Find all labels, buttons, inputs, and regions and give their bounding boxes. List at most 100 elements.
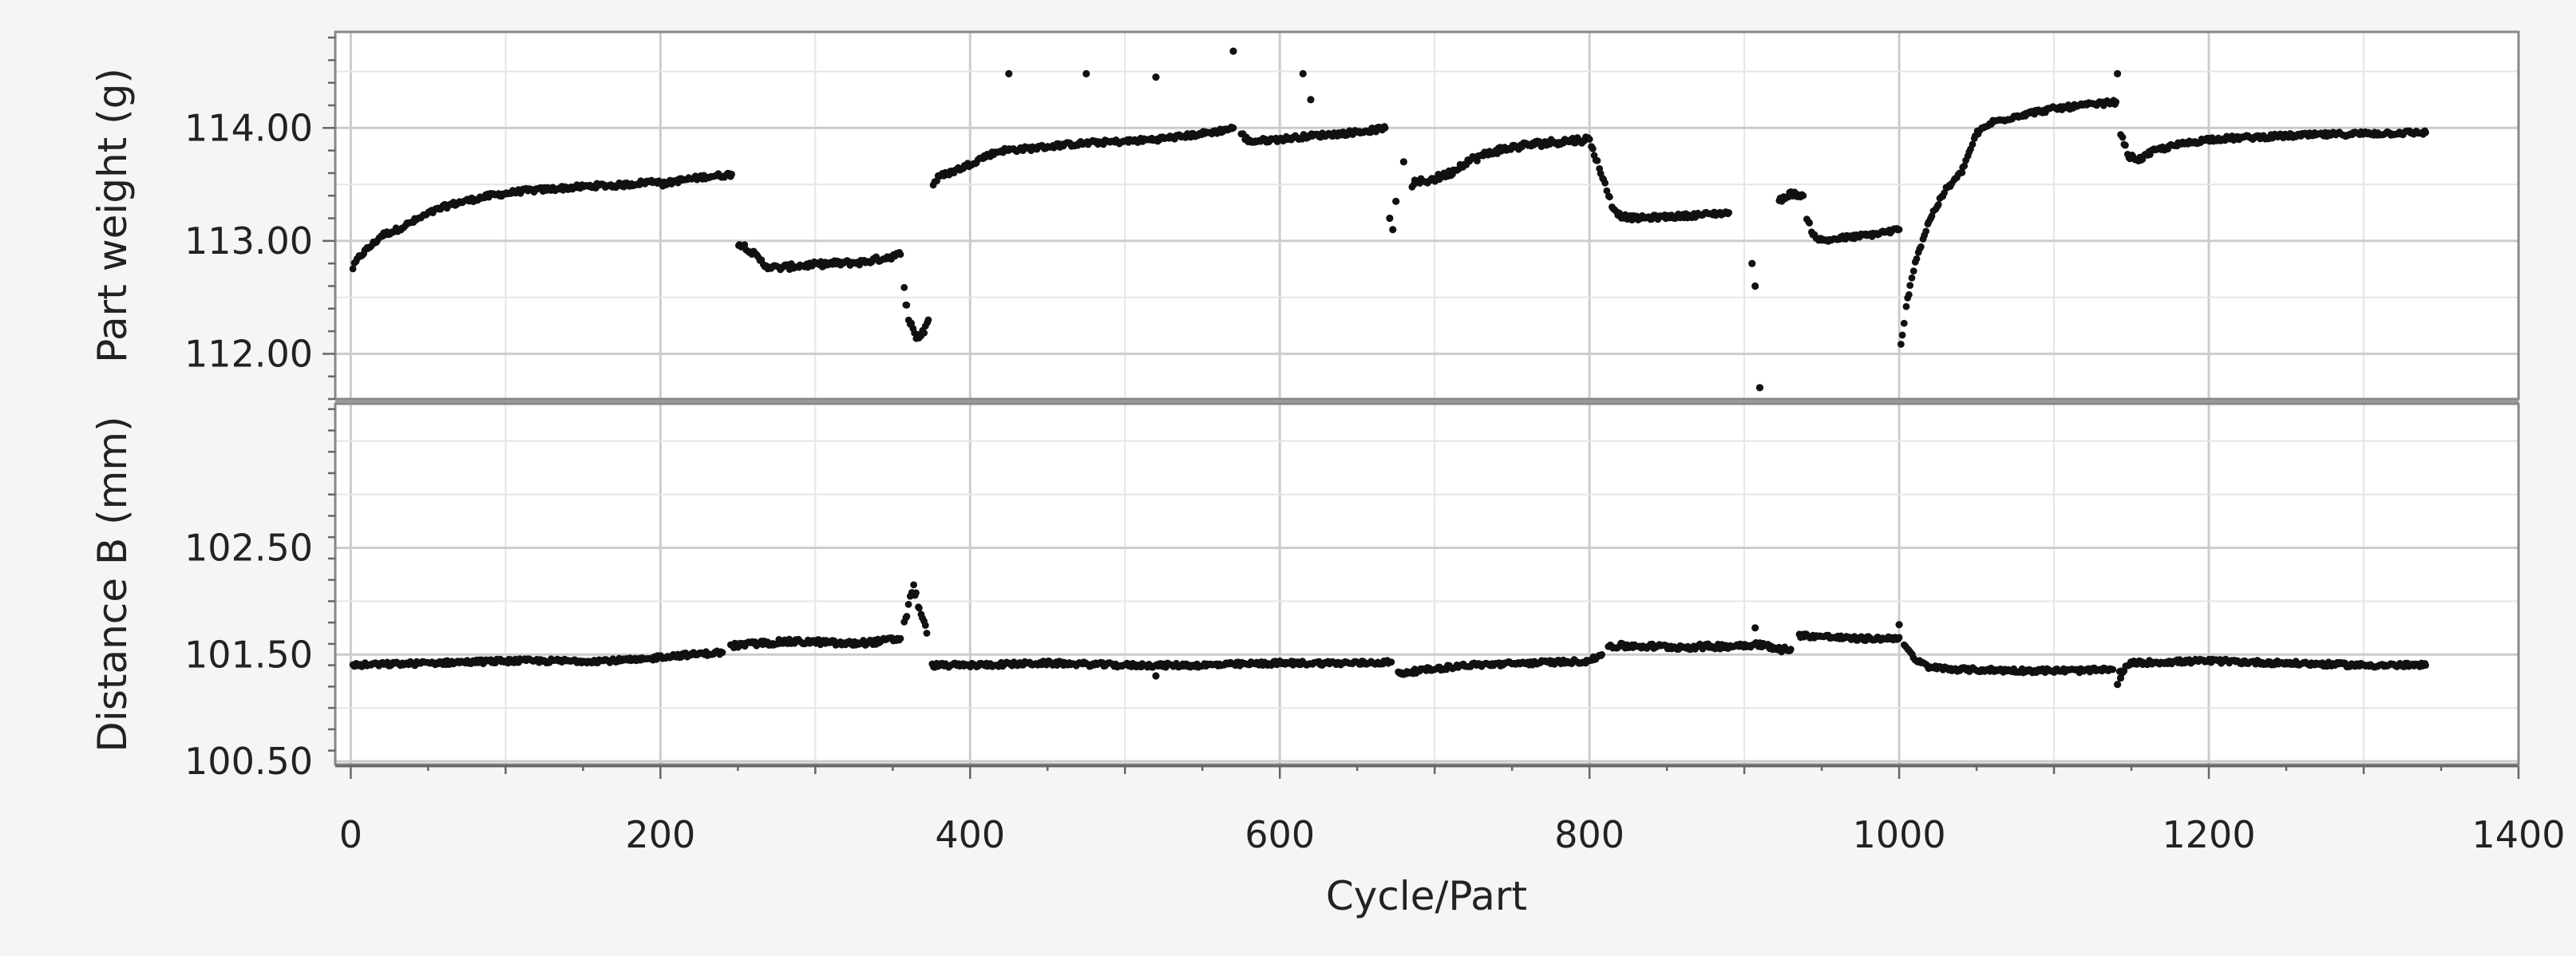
top-outlier-point (1307, 96, 1315, 104)
top-y-ticks: 112.00 113.00 114.00 (184, 36, 335, 401)
top-outlier-point (1751, 282, 1759, 290)
top-outlier-point (1386, 214, 1394, 223)
top-data-point (924, 316, 932, 324)
bottom-data-point (718, 649, 726, 656)
bottom-outlier-point (2116, 674, 2125, 682)
x-tick-label: 0 (339, 813, 362, 856)
top-data-point (1898, 331, 1906, 339)
top-data-point (1593, 156, 1601, 164)
top-data-point (1585, 136, 1593, 143)
top-data-point (1958, 168, 1966, 176)
top-outlier-point (1152, 73, 1160, 81)
top-data-point (1961, 162, 1969, 170)
top-data-point (1905, 290, 1913, 298)
top-panel: 112.00 113.00 114.00 Part weight (g) (89, 30, 2520, 401)
bottom-y-tick-label: 102.50 (184, 527, 313, 570)
bottom-y-ticks: 100.50 101.50 102.50 (184, 408, 335, 783)
top-outlier-point (1748, 259, 1756, 267)
bottom-data-point (916, 604, 923, 612)
top-plot-frame (334, 30, 2520, 401)
bottom-outlier-point (2114, 681, 2122, 689)
top-y-tick-label: 113.00 (184, 219, 313, 263)
bottom-data-point (2422, 662, 2430, 669)
bottom-data-point (903, 613, 911, 620)
bottom-grid (335, 404, 2520, 764)
top-data-point (1917, 243, 1925, 251)
top-data-point (1381, 124, 1389, 132)
top-data-point (1969, 140, 1977, 148)
top-outlier-point (1005, 69, 1013, 77)
bottom-data-point (923, 630, 931, 637)
top-data-point (1897, 341, 1905, 348)
top-outlier-point (1399, 158, 1407, 166)
top-data-point (1900, 319, 1908, 327)
bottom-y-tick-label: 100.50 (184, 740, 313, 783)
top-data-point (728, 170, 735, 178)
bottom-data-point (921, 622, 929, 629)
bottom-points (349, 581, 2430, 689)
top-outlier-point (1389, 226, 1397, 234)
bottom-data-point (1387, 658, 1395, 666)
bottom-data-point (1787, 646, 1794, 653)
top-data-point (903, 302, 911, 309)
top-data-point (1589, 145, 1597, 152)
top-data-point (1601, 179, 1609, 187)
bottom-outlier-point (1895, 621, 1903, 629)
top-data-point (896, 251, 904, 259)
x-tick-label: 1000 (1853, 813, 1946, 856)
top-outlier-point (1082, 69, 1090, 77)
top-data-point (1922, 227, 1930, 235)
top-data-point (349, 265, 357, 273)
bottom-plot-area (335, 404, 2519, 764)
x-tick-label: 1400 (2471, 813, 2565, 856)
top-data-point (1229, 124, 1237, 132)
bottom-plot-frame (334, 402, 2520, 766)
top-data-point (1725, 209, 1733, 216)
x-tick-label: 1200 (2162, 813, 2256, 856)
bottom-data-point (912, 589, 920, 597)
x-tick-label: 400 (935, 813, 1005, 856)
top-data-point (1895, 226, 1903, 234)
x-axis: 0 200 400 600 800 1000 1200 1400 (335, 764, 2566, 856)
bottom-data-point (1598, 650, 1606, 658)
top-data-point (2119, 133, 2127, 141)
bottom-y-tick-label: 101.50 (184, 633, 313, 676)
top-outlier-point (1392, 197, 1400, 205)
top-outlier-point (2114, 69, 2122, 77)
x-tick-label: 800 (1554, 813, 1624, 856)
x-axis-title: Cycle/Part (1326, 873, 1527, 919)
top-data-point (1902, 302, 1910, 310)
top-data-point (900, 283, 908, 291)
bottom-data-point (896, 634, 904, 642)
top-points (349, 47, 2430, 392)
top-data-point (1941, 189, 1949, 197)
top-y-tick-label: 114.00 (184, 106, 313, 149)
top-data-point (2112, 98, 2120, 106)
top-plot-area (335, 32, 2519, 399)
top-y-tick-label: 112.00 (184, 332, 313, 375)
x-tick-label: 600 (1244, 813, 1315, 856)
bottom-data-point (1895, 634, 1903, 642)
x-tick-label: 200 (625, 813, 695, 856)
top-data-point (1906, 282, 1914, 289)
top-data-point (920, 329, 928, 337)
top-grid (335, 32, 2520, 399)
top-data-point (1606, 193, 1613, 201)
bottom-y-axis-title: Distance B (mm) (89, 416, 136, 752)
top-data-point (2422, 128, 2430, 136)
bottom-data-point (910, 581, 917, 589)
top-data-point (1908, 274, 1916, 282)
top-data-point (1799, 192, 1807, 199)
top-outlier-point (1299, 69, 1307, 77)
top-data-point (1934, 201, 1942, 208)
bottom-outlier-point (1152, 672, 1160, 680)
bottom-data-point (2109, 666, 2117, 674)
top-outlier-point (1229, 47, 1237, 55)
top-data-point (1806, 219, 1814, 227)
bottom-panel: 100.50 101.50 102.50 Distance B (mm) (89, 402, 2520, 783)
top-data-point (1603, 187, 1611, 195)
bottom-data-point (904, 601, 912, 608)
top-y-axis-title: Part weight (g) (89, 68, 136, 363)
top-data-point (2122, 141, 2129, 149)
top-data-point (1909, 267, 1917, 275)
